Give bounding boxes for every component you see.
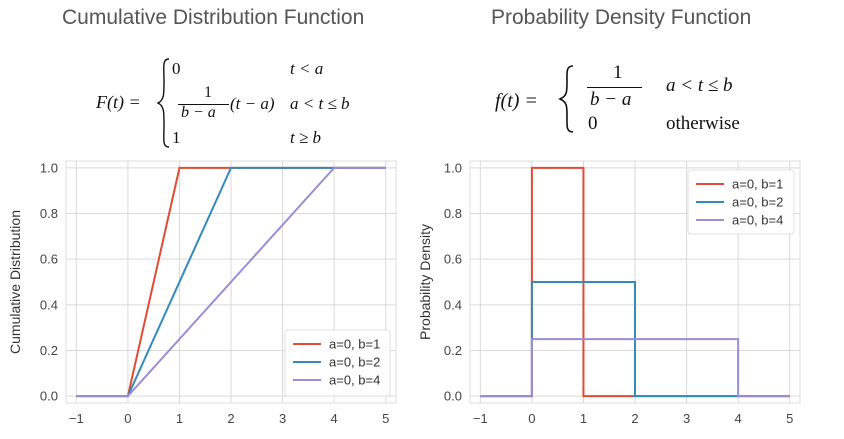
pdf-legend-label: a=0, b=2 bbox=[732, 195, 783, 210]
cdf-case3-value: 1 bbox=[172, 128, 181, 147]
pdf-case1-fraction-bar bbox=[587, 87, 642, 88]
cdf-y-tick-label: 0.8 bbox=[40, 206, 58, 221]
cdf-legend: a=0, b=1 a=0, b=2 a=0, b=4 bbox=[284, 329, 391, 397]
cdf-panel-title: Cumulative Distribution Function bbox=[62, 6, 365, 29]
cdf-x-tick-label: 0 bbox=[124, 411, 131, 426]
pdf-legend-label: a=0, b=4 bbox=[732, 213, 783, 228]
pdf-case2-value: 0 bbox=[588, 113, 598, 134]
pdf-x-tick-label: −1 bbox=[473, 411, 488, 426]
pdf-y-tick-label: 0.0 bbox=[444, 389, 462, 404]
pdf-chart: −1 0 1 2 3 4 5 0.0 0.2 0.4 0.6 0.8 1.0 Probability De… bbox=[417, 160, 801, 426]
cdf-legend-label: a=0, b=2 bbox=[329, 355, 380, 370]
cdf-case2-tail: (t − a) bbox=[230, 94, 275, 113]
pdf-y-axis-label: Probability Density bbox=[417, 224, 433, 340]
pdf-case1-denominator: b − a bbox=[590, 89, 632, 110]
cdf-series-line-3 bbox=[76, 166, 386, 398]
cdf-x-tick-label: 2 bbox=[227, 411, 234, 426]
cdf-legend-label: a=0, b=1 bbox=[329, 337, 380, 352]
cdf-x-tick-label: 4 bbox=[331, 411, 338, 426]
pdf-y-tick-label: 0.2 bbox=[444, 343, 462, 358]
pdf-x-tick-label: 5 bbox=[786, 411, 793, 426]
pdf-formula: f(t) = 1 b − a a < t ≤ b 0 otherwise bbox=[420, 0, 844, 150]
cdf-case2-numerator: 1 bbox=[204, 84, 212, 101]
pdf-series-line-3 bbox=[480, 338, 790, 398]
cdf-case2-fraction-bar bbox=[178, 104, 229, 105]
pdf-x-tick-label: 2 bbox=[631, 411, 638, 426]
cdf-y-tick-label: 0.0 bbox=[40, 389, 58, 404]
cdf-case3-condition: t ≥ b bbox=[290, 128, 322, 147]
pdf-x-tick-label: 0 bbox=[528, 411, 535, 426]
cdf-case1-value: 0 bbox=[172, 59, 181, 78]
cdf-case2-condition: a < t ≤ b bbox=[290, 94, 350, 113]
pdf-legend-label: a=0, b=1 bbox=[732, 177, 783, 192]
pdf-legend: a=0, b=1 a=0, b=2 a=0, b=4 bbox=[687, 169, 795, 235]
cdf-formula: F(t) = 0 t < a 1 b − a (t − a) a < t ≤ b… bbox=[0, 0, 420, 150]
pdf-formula-lhs: f(t) = bbox=[495, 90, 538, 112]
pdf-y-tick-label: 1.0 bbox=[444, 160, 462, 175]
cdf-x-tick-label: 1 bbox=[176, 411, 183, 426]
cdf-legend-label: a=0, b=4 bbox=[329, 373, 380, 388]
cdf-case2-denominator: b − a bbox=[181, 104, 216, 121]
pdf-case1-numerator: 1 bbox=[613, 62, 623, 83]
cdf-y-tick-label: 1.0 bbox=[40, 160, 58, 175]
pdf-panel-title: Probability Density Function bbox=[491, 6, 752, 29]
cdf-y-axis-label: Cumulative Distribution bbox=[7, 210, 23, 354]
pdf-x-tick-label: 3 bbox=[683, 411, 690, 426]
cdf-case1-condition: t < a bbox=[290, 59, 324, 78]
pdf-legend-box bbox=[687, 169, 795, 235]
cdf-chart: −1 0 1 2 3 4 5 0.0 0.2 0.4 0.6 0.8 1.0 Cumulative Dis… bbox=[7, 160, 397, 426]
cdf-y-tick-label: 0.2 bbox=[40, 343, 58, 358]
pdf-x-tick-label: 4 bbox=[735, 411, 742, 426]
cdf-x-tick-label: 5 bbox=[382, 411, 389, 426]
cdf-y-tick-label: 0.6 bbox=[40, 252, 58, 267]
cdf-y-tick-label: 0.4 bbox=[40, 297, 58, 312]
pdf-formula-brace bbox=[558, 65, 574, 133]
cdf-x-tick-label: 3 bbox=[279, 411, 286, 426]
pdf-y-tick-label: 0.8 bbox=[444, 206, 462, 221]
pdf-y-tick-label: 0.6 bbox=[444, 252, 462, 267]
cdf-x-tick-label: −1 bbox=[69, 411, 84, 426]
pdf-case1-condition: a < t ≤ b bbox=[666, 75, 733, 96]
pdf-y-tick-label: 0.4 bbox=[444, 297, 462, 312]
cdf-formula-lhs: F(t) = bbox=[96, 92, 141, 112]
pdf-x-tick-label: 1 bbox=[580, 411, 587, 426]
pdf-case2-condition: otherwise bbox=[666, 113, 740, 134]
cdf-formula-brace bbox=[156, 58, 170, 148]
